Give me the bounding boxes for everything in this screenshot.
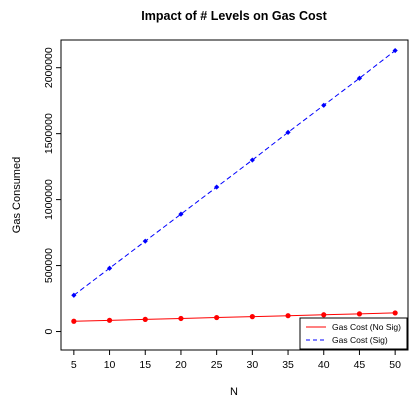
series-line <box>73 50 396 296</box>
x-tick-label: 5 <box>71 359 77 371</box>
series-sig <box>71 47 398 298</box>
data-point <box>142 316 148 322</box>
data-point <box>392 310 398 316</box>
y-tick-label: 500000 <box>43 248 55 283</box>
x-tick-label: 35 <box>282 359 294 371</box>
legend-label-no-sig: Gas Cost (No Sig) <box>332 322 401 332</box>
data-point <box>71 318 77 324</box>
x-tick-label: 40 <box>318 359 330 371</box>
series-line <box>73 312 396 322</box>
plot-frame <box>60 39 409 351</box>
legend-label-sig: Gas Cost (Sig) <box>332 335 388 345</box>
x-axis-label: N <box>230 386 238 398</box>
data-point <box>142 238 148 244</box>
x-tick-label: 50 <box>389 359 401 371</box>
data-point <box>214 314 220 321</box>
x-tick-label: 45 <box>354 359 366 371</box>
chart-title: Impact of # Levels on Gas Cost <box>141 9 327 23</box>
data-point <box>106 317 113 323</box>
data-point <box>249 157 255 163</box>
legend-box <box>299 317 408 350</box>
data-point <box>392 47 398 54</box>
data-point <box>178 211 184 217</box>
data-point <box>285 313 291 319</box>
y-axis-label: Gas Consumed <box>11 157 23 233</box>
series-layer <box>71 47 398 324</box>
data-point <box>249 314 255 320</box>
y-tick-label: 0 <box>43 328 55 334</box>
data-point <box>321 102 327 108</box>
x-tick-label: 30 <box>247 359 259 371</box>
data-point <box>106 265 113 271</box>
data-point <box>71 292 77 298</box>
y-axis: 0 500000 1000000 1500000 2000000 <box>43 47 62 334</box>
x-tick-label: 15 <box>139 359 151 371</box>
data-point <box>214 184 220 190</box>
data-point <box>356 311 363 317</box>
legend: Gas Cost (No Sig) Gas Cost (Sig) <box>299 317 408 350</box>
series-no-sig <box>71 310 398 324</box>
y-tick-label: 2000000 <box>43 47 55 88</box>
data-point <box>285 129 291 135</box>
x-axis: 5 10 15 20 25 30 35 40 45 50 <box>71 349 401 371</box>
x-tick-label: 20 <box>175 359 187 371</box>
x-tick-label: 25 <box>211 359 223 371</box>
y-tick-label: 1000000 <box>43 179 55 220</box>
data-point <box>321 312 327 318</box>
y-tick-label: 1500000 <box>43 113 55 154</box>
data-point <box>178 315 184 322</box>
data-point <box>356 75 363 81</box>
x-tick-label: 10 <box>104 359 116 371</box>
